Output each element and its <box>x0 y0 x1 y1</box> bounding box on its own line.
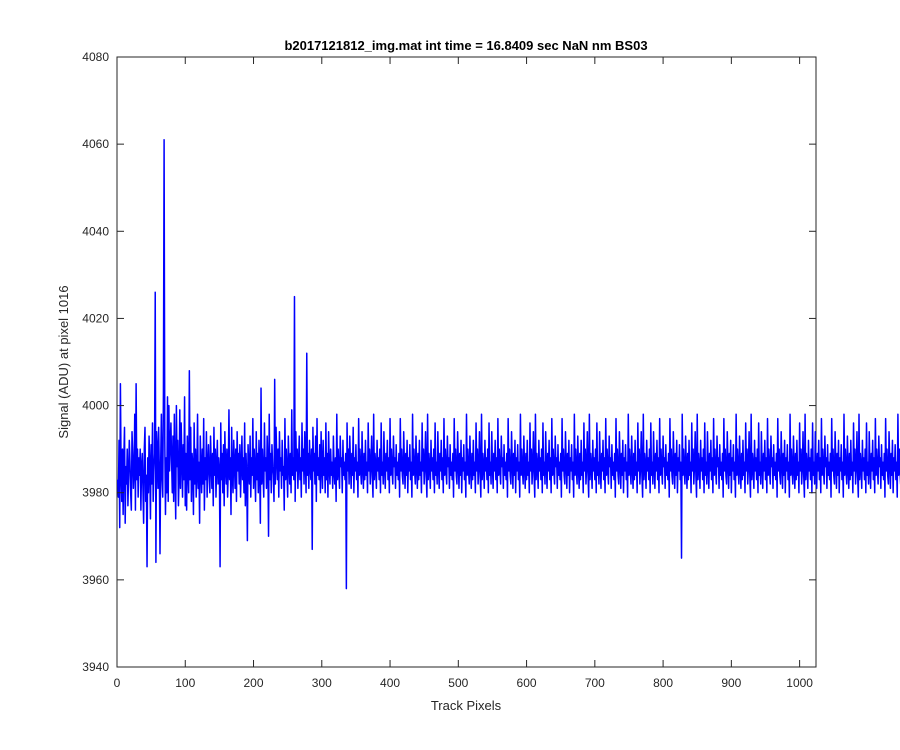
x-tick-label: 200 <box>244 676 264 690</box>
y-tick-label: 3980 <box>82 486 109 500</box>
series-line <box>116 139 900 590</box>
y-tick-label: 3960 <box>82 573 109 587</box>
x-tick-label: 500 <box>448 676 468 690</box>
x-tick-label: 800 <box>653 676 673 690</box>
y-axis-label: Signal (ADU) at pixel 1016 <box>56 285 71 438</box>
y-tick-label: 4040 <box>82 224 109 238</box>
x-tick-label: 0 <box>114 676 121 690</box>
ticks-group: 0 100 200 300 400 500 600 700 800 900 1000 3940 3960… <box>82 50 816 690</box>
axes-frame <box>116 56 817 668</box>
series-group <box>116 139 900 590</box>
x-tick-label: 400 <box>380 676 400 690</box>
x-axis-label: Track Pixels <box>431 698 502 713</box>
x-tick-label: 900 <box>721 676 741 690</box>
x-tick-label: 300 <box>312 676 332 690</box>
x-tick-label: 600 <box>517 676 537 690</box>
y-tick-label: 4020 <box>82 311 109 325</box>
y-tick-label: 4000 <box>82 399 109 413</box>
plot-area: 0 100 200 300 400 500 600 700 800 900 1000 3940 3960… <box>82 50 900 690</box>
x-tick-label: 100 <box>175 676 195 690</box>
x-tick-label: 700 <box>585 676 605 690</box>
x-tick-label: 1000 <box>786 676 813 690</box>
chart-title: b2017121812_img.mat int time = 16.8409 s… <box>284 38 647 53</box>
y-tick-label: 4080 <box>82 50 109 64</box>
y-tick-label: 3940 <box>82 660 109 674</box>
y-tick-label: 4060 <box>82 137 109 151</box>
